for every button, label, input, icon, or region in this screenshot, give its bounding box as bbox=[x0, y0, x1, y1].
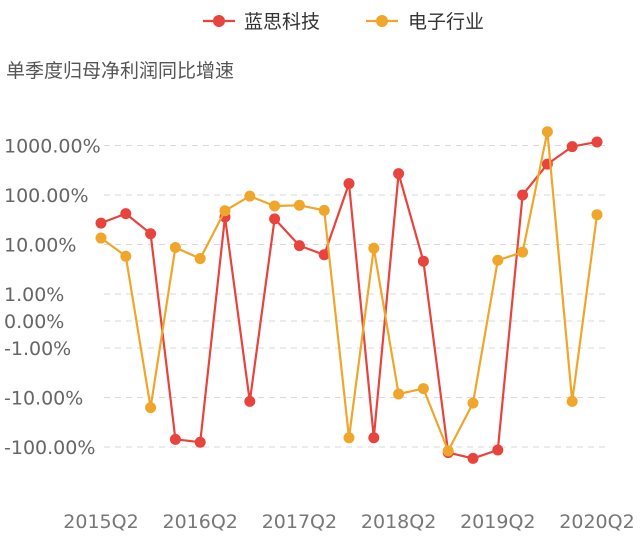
y-tick-label: 100.00% bbox=[4, 185, 89, 207]
data-point[interactable] bbox=[467, 397, 479, 409]
legend-label-series-1: 蓝思科技 bbox=[244, 11, 320, 33]
data-point[interactable] bbox=[318, 249, 330, 261]
data-point[interactable] bbox=[169, 433, 181, 445]
data-point[interactable] bbox=[368, 432, 380, 444]
data-point[interactable] bbox=[269, 213, 281, 225]
y-tick-label: 10.00% bbox=[4, 235, 76, 257]
chart-subtitle: 单季度归母净利润同比增速 bbox=[6, 60, 234, 82]
x-tick-label: 2020Q2 bbox=[559, 511, 634, 533]
data-point[interactable] bbox=[318, 204, 330, 216]
data-point[interactable] bbox=[467, 452, 479, 464]
data-point[interactable] bbox=[591, 209, 603, 221]
y-tick-label: -100.00% bbox=[4, 437, 95, 459]
gridlines bbox=[104, 145, 606, 448]
data-point[interactable] bbox=[368, 242, 380, 254]
y-tick-label: 1.00% bbox=[4, 284, 64, 306]
data-point[interactable] bbox=[169, 241, 181, 253]
x-axis-tick-labels: 2015Q2 2016Q2 2017Q2 2018Q2 2019Q2 2020Q2 bbox=[63, 511, 634, 533]
y-tick-label: -10.00% bbox=[4, 388, 83, 410]
data-point[interactable] bbox=[393, 168, 405, 180]
legend-item-series-1[interactable]: 蓝思科技 bbox=[203, 11, 320, 33]
x-tick-label: 2019Q2 bbox=[460, 511, 535, 533]
data-point[interactable] bbox=[417, 255, 429, 267]
x-tick-label: 2015Q2 bbox=[63, 511, 138, 533]
data-point[interactable] bbox=[393, 388, 405, 400]
data-point[interactable] bbox=[145, 402, 157, 414]
y-axis-tick-labels: 1000.00% 100.00% 10.00% 1.00% 0.00% -1.00% -10… bbox=[4, 136, 101, 460]
data-point[interactable] bbox=[194, 253, 206, 265]
data-point[interactable] bbox=[591, 136, 603, 148]
data-point[interactable] bbox=[492, 254, 504, 266]
data-point[interactable] bbox=[145, 228, 157, 240]
series-1 bbox=[95, 136, 603, 464]
series-layer bbox=[95, 126, 603, 464]
data-point[interactable] bbox=[194, 436, 206, 448]
data-point[interactable] bbox=[417, 383, 429, 395]
data-point[interactable] bbox=[343, 178, 355, 190]
x-tick-label: 2018Q2 bbox=[361, 511, 436, 533]
data-point[interactable] bbox=[566, 395, 578, 407]
data-point[interactable] bbox=[517, 246, 529, 258]
y-tick-label: 1000.00% bbox=[4, 136, 101, 158]
data-point[interactable] bbox=[269, 200, 281, 212]
data-point[interactable] bbox=[120, 250, 132, 262]
x-tick-label: 2016Q2 bbox=[162, 511, 237, 533]
data-point[interactable] bbox=[293, 240, 305, 252]
series-line bbox=[100, 140, 598, 460]
series-2 bbox=[95, 126, 603, 457]
legend-label-series-2: 电子行业 bbox=[408, 11, 484, 33]
data-point[interactable] bbox=[517, 189, 529, 201]
data-point[interactable] bbox=[244, 190, 256, 202]
x-tick-label: 2017Q2 bbox=[262, 511, 337, 533]
data-point[interactable] bbox=[541, 126, 553, 138]
data-point[interactable] bbox=[219, 205, 231, 217]
y-tick-label: 0.00% bbox=[4, 311, 64, 333]
y-tick-label: -1.00% bbox=[4, 338, 71, 360]
legend: 蓝思科技 电子行业 bbox=[203, 11, 484, 33]
legend-item-series-2[interactable]: 电子行业 bbox=[366, 11, 484, 33]
data-point[interactable] bbox=[492, 444, 504, 456]
data-point[interactable] bbox=[293, 199, 305, 211]
data-point[interactable] bbox=[566, 141, 578, 153]
data-point[interactable] bbox=[120, 208, 132, 220]
data-point[interactable] bbox=[95, 217, 107, 229]
data-point[interactable] bbox=[442, 445, 454, 457]
data-point[interactable] bbox=[95, 232, 107, 244]
data-point[interactable] bbox=[244, 395, 256, 407]
data-point[interactable] bbox=[343, 432, 355, 444]
